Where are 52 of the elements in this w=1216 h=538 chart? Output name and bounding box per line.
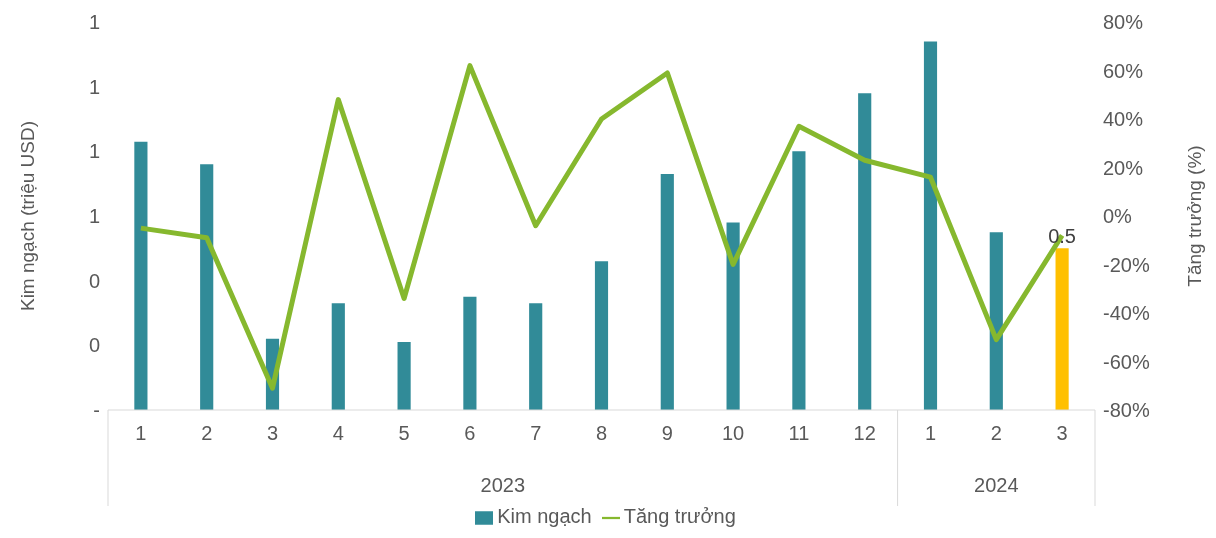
text: 2023: [480, 474, 526, 496]
y2-tick-label: -40%: [1103, 302, 1150, 325]
y2-tick-label: -80%: [1103, 399, 1150, 422]
bar: [923, 41, 938, 410]
y-tick-label: 1: [88, 11, 100, 34]
x-tick-label: 2: [201, 422, 213, 444]
bar: [397, 342, 411, 410]
bar: [858, 93, 872, 410]
bar: [792, 151, 806, 410]
y2-tick-label: -60%: [1103, 350, 1150, 373]
x-tick-label: 12: [853, 422, 876, 444]
legend-label: Tăng trưởng: [623, 505, 736, 527]
y2-tick-label: -20%: [1103, 253, 1150, 276]
y-tick-label: 1: [88, 75, 100, 98]
x-tick-label: 8: [595, 422, 608, 444]
bar: [200, 164, 214, 410]
y2-tick-label: 20%: [1103, 156, 1144, 179]
x-tick-label: 10: [721, 422, 745, 444]
x-tick-label: 11: [788, 422, 810, 444]
y2-tick-label: 40%: [1103, 108, 1144, 131]
x-tick-label: 1: [924, 422, 937, 444]
bar: [989, 232, 1003, 410]
text: 2024: [974, 474, 1019, 496]
bar: [331, 303, 345, 410]
y-axis-title: Kim ngạch (triệu USD): [16, 120, 38, 312]
y2-tick-label: 80%: [1103, 11, 1144, 34]
x-tick-label: 2: [990, 422, 1002, 444]
y-tick-label: 0: [88, 334, 100, 357]
y-tick-label: 1: [88, 205, 100, 228]
x-tick-label: 5: [398, 422, 410, 444]
y2-axis-title: Tăng trưởng (%): [1183, 145, 1205, 287]
y2-tick-label: 60%: [1103, 59, 1144, 82]
bar: [529, 303, 543, 410]
x-tick-label: 7: [530, 422, 542, 444]
x-tick-label: 1: [135, 422, 147, 444]
y-tick-label: 0: [88, 269, 100, 292]
y-tick-label: -: [93, 399, 100, 422]
x-tick-label: 9: [661, 422, 673, 444]
legend-label: Kim ngạch: [497, 505, 592, 527]
y2-tick-label: 0%: [1103, 205, 1133, 228]
bar: [594, 261, 609, 410]
x-tick-label: 4: [332, 422, 344, 444]
x-tick-label: 3: [1056, 422, 1068, 444]
x-tick-label: 3: [266, 422, 279, 444]
bar: [1055, 248, 1069, 410]
bar: [463, 296, 477, 410]
y-tick-label: 1: [88, 140, 100, 163]
bar: [726, 222, 740, 410]
x-tick-label: 6: [464, 422, 476, 444]
bar: [660, 173, 674, 410]
data-label: 0.5: [1048, 225, 1077, 248]
bar: [134, 141, 148, 410]
